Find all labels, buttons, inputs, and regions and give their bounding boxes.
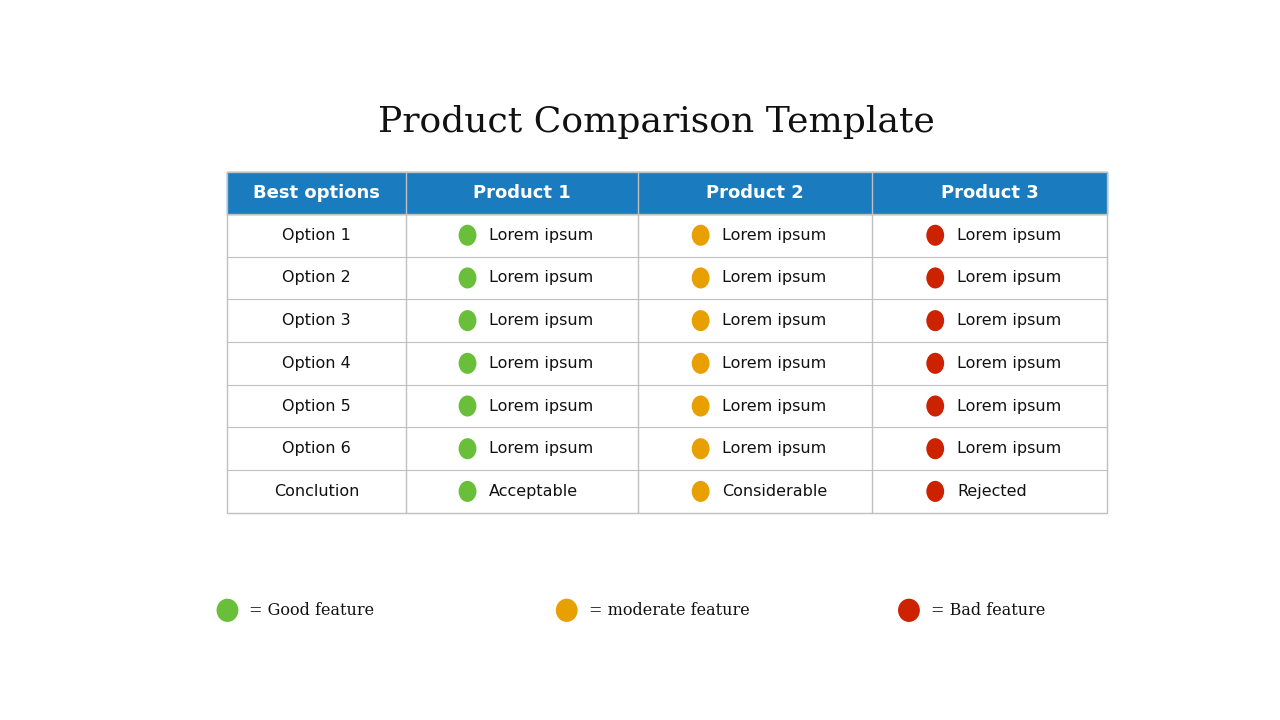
Text: Lorem ipsum: Lorem ipsum bbox=[489, 356, 594, 371]
Text: Lorem ipsum: Lorem ipsum bbox=[722, 313, 827, 328]
Text: Option 6: Option 6 bbox=[283, 441, 351, 456]
Ellipse shape bbox=[899, 598, 920, 622]
Ellipse shape bbox=[458, 310, 476, 331]
Ellipse shape bbox=[458, 267, 476, 289]
Text: Lorem ipsum: Lorem ipsum bbox=[722, 441, 827, 456]
Text: = moderate feature: = moderate feature bbox=[589, 602, 749, 618]
Bar bbox=[228, 172, 1107, 513]
Ellipse shape bbox=[691, 395, 709, 417]
Text: Lorem ipsum: Lorem ipsum bbox=[957, 228, 1061, 243]
Ellipse shape bbox=[691, 353, 709, 374]
Ellipse shape bbox=[927, 310, 945, 331]
Ellipse shape bbox=[691, 225, 709, 246]
Text: Lorem ipsum: Lorem ipsum bbox=[489, 313, 594, 328]
Ellipse shape bbox=[458, 225, 476, 246]
Text: Acceptable: Acceptable bbox=[489, 484, 579, 499]
Text: = Bad feature: = Bad feature bbox=[931, 602, 1046, 618]
Ellipse shape bbox=[927, 438, 945, 459]
Text: Option 4: Option 4 bbox=[283, 356, 351, 371]
Ellipse shape bbox=[691, 438, 709, 459]
Text: Lorem ipsum: Lorem ipsum bbox=[957, 398, 1061, 413]
Text: Lorem ipsum: Lorem ipsum bbox=[722, 398, 827, 413]
Text: Option 3: Option 3 bbox=[283, 313, 351, 328]
Ellipse shape bbox=[927, 481, 945, 502]
Ellipse shape bbox=[458, 353, 476, 374]
Text: = Good feature: = Good feature bbox=[250, 602, 375, 618]
Text: Option 1: Option 1 bbox=[283, 228, 351, 243]
Text: Rejected: Rejected bbox=[957, 484, 1027, 499]
Ellipse shape bbox=[691, 310, 709, 331]
Bar bbox=[228, 172, 1107, 214]
Text: Lorem ipsum: Lorem ipsum bbox=[489, 398, 594, 413]
Text: Lorem ipsum: Lorem ipsum bbox=[722, 228, 827, 243]
Text: Conclution: Conclution bbox=[274, 484, 360, 499]
Text: Lorem ipsum: Lorem ipsum bbox=[489, 271, 594, 285]
Text: Lorem ipsum: Lorem ipsum bbox=[489, 441, 594, 456]
Ellipse shape bbox=[927, 225, 945, 246]
Text: Lorem ipsum: Lorem ipsum bbox=[957, 313, 1061, 328]
Ellipse shape bbox=[458, 438, 476, 459]
Ellipse shape bbox=[691, 481, 709, 502]
Text: Lorem ipsum: Lorem ipsum bbox=[489, 228, 594, 243]
Text: Product Comparison Template: Product Comparison Template bbox=[378, 105, 934, 140]
Text: Option 5: Option 5 bbox=[283, 398, 351, 413]
Text: Best options: Best options bbox=[253, 184, 380, 202]
Text: Lorem ipsum: Lorem ipsum bbox=[722, 271, 827, 285]
Text: Lorem ipsum: Lorem ipsum bbox=[957, 271, 1061, 285]
Text: Product 1: Product 1 bbox=[474, 184, 571, 202]
Ellipse shape bbox=[458, 395, 476, 417]
Text: Lorem ipsum: Lorem ipsum bbox=[722, 356, 827, 371]
Ellipse shape bbox=[458, 481, 476, 502]
Ellipse shape bbox=[691, 267, 709, 289]
Text: Product 3: Product 3 bbox=[941, 184, 1038, 202]
Ellipse shape bbox=[927, 267, 945, 289]
Ellipse shape bbox=[216, 598, 238, 622]
Text: Considerable: Considerable bbox=[722, 484, 828, 499]
Text: Product 2: Product 2 bbox=[707, 184, 804, 202]
Text: Lorem ipsum: Lorem ipsum bbox=[957, 441, 1061, 456]
Text: Lorem ipsum: Lorem ipsum bbox=[957, 356, 1061, 371]
Text: Option 2: Option 2 bbox=[283, 271, 351, 285]
Ellipse shape bbox=[927, 395, 945, 417]
Ellipse shape bbox=[556, 598, 577, 622]
Ellipse shape bbox=[927, 353, 945, 374]
